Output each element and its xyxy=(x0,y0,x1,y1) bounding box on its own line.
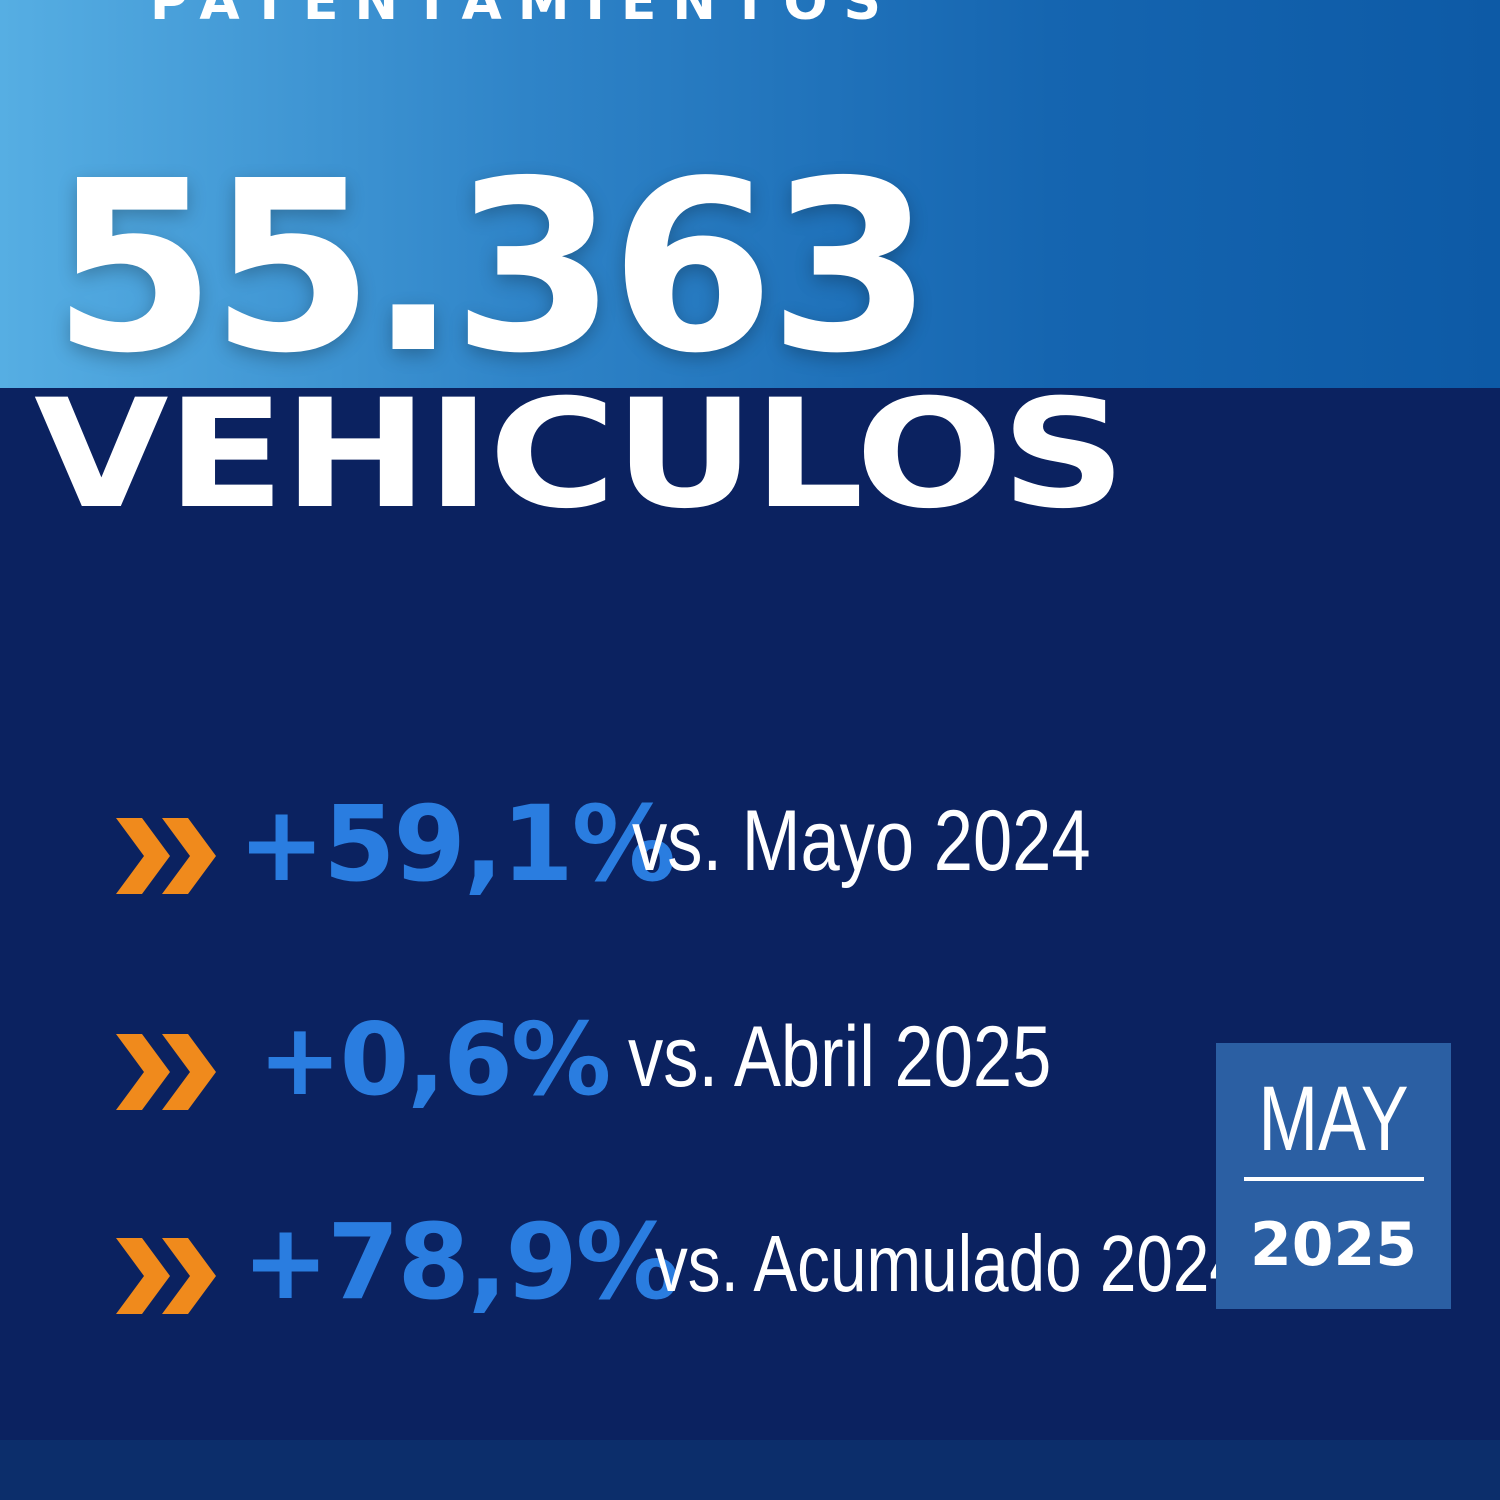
double-chevron-right-icon xyxy=(116,1238,216,1314)
stat-description: vs. Mayo 2024 xyxy=(632,793,1091,889)
footer-band xyxy=(0,1440,1500,1500)
badge-month: MAY xyxy=(1258,1068,1409,1170)
double-chevron-right-icon xyxy=(116,818,216,894)
stat-row-mayo-2024: +59,1% vs. Mayo 2024 xyxy=(0,790,1200,910)
header-label: PATENTAMIENTOS xyxy=(150,0,897,32)
badge-year: 2025 xyxy=(1250,1210,1417,1280)
total-vehicles-number: 55.363 xyxy=(52,130,933,405)
stat-value: +59,1% xyxy=(238,783,676,905)
badge-divider xyxy=(1244,1177,1424,1181)
date-badge: MAY 2025 xyxy=(1216,1043,1451,1309)
double-chevron-right-icon xyxy=(116,1034,216,1110)
stat-row-abril-2025: +0,6% vs. Abril 2025 xyxy=(0,1008,1200,1128)
header-band xyxy=(0,0,1500,388)
stat-description: vs. Acumulado 2024 xyxy=(655,1219,1246,1308)
vehicles-heading: VEHICULOS xyxy=(34,368,1126,542)
stat-value: +0,6% xyxy=(258,1001,611,1118)
stat-value: +78,9% xyxy=(242,1201,680,1323)
stat-description: vs. Abril 2025 xyxy=(628,1009,1052,1105)
stat-row-acumulado-2024: +78,9% vs. Acumulado 2024 xyxy=(0,1201,1246,1330)
